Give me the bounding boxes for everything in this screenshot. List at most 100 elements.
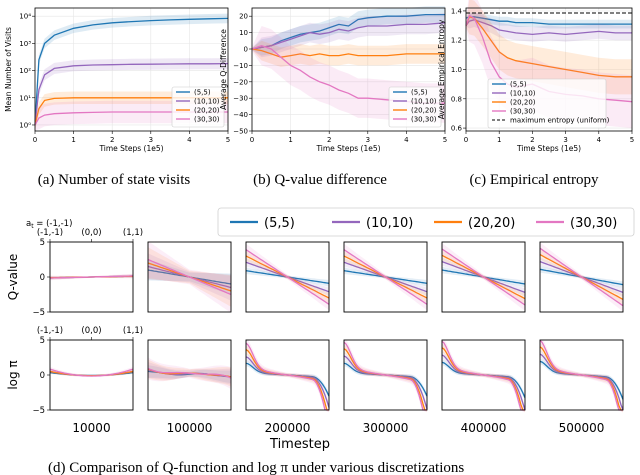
legend-label: (30,30) <box>570 216 617 231</box>
legend-label: (30,30) <box>194 116 220 124</box>
action-axis-value: = (-1,-1) <box>34 219 73 229</box>
x-tick-label: 4 <box>404 136 409 144</box>
cell-band <box>344 344 427 413</box>
cell-frame <box>147 339 232 411</box>
series-line-c-0 <box>465 16 632 25</box>
action-tick-label: (0,0) <box>81 326 101 336</box>
x-tick-label: 0 <box>250 136 254 144</box>
x-tick-label: 3 <box>149 136 153 144</box>
x-tick-label: 2 <box>110 136 114 144</box>
band-c-2 <box>466 0 632 95</box>
legend-box <box>487 78 607 129</box>
plot-b: −50 −40 −30 −20 −10 0 10 20 0 1 2 3 4 5 Time Steps (1e… <box>219 6 447 153</box>
y-tick-label: 5 <box>40 238 45 248</box>
action-axis-label: at = (-1,-1) <box>26 219 72 230</box>
caption-b: (b) Q-value difference <box>253 172 387 188</box>
legend-label: (10,10) <box>411 98 437 106</box>
plot-a: 10⁰ 10¹ 10² 10³ 10⁴ 0 1 2 3 4 5 Time Steps (1e5) Mea… <box>4 7 230 153</box>
cell-frame <box>539 339 624 411</box>
series-line-b-2 <box>251 48 445 58</box>
legend-label: (30,30) <box>510 108 536 116</box>
timestep-label-0: 10000 <box>72 421 110 435</box>
x-tick-label: 5 <box>630 136 634 144</box>
x-tick-label: 3 <box>563 136 567 144</box>
x-tick-label: 0 <box>33 136 37 144</box>
timestep-label-1: 100000 <box>167 421 213 435</box>
x-tick-label: 1 <box>288 136 292 144</box>
subplot-captions: (a) Number of state visits (b) Q-value d… <box>38 172 599 188</box>
cell-0-2 <box>245 241 330 313</box>
timestep-label-3: 300000 <box>363 421 409 435</box>
cell-0-1 <box>147 241 232 313</box>
cell-1-0 <box>49 339 134 411</box>
legend-label: (20,20) <box>468 216 515 231</box>
x-tick-label: 5 <box>226 136 230 144</box>
y-tick-label: −30 <box>233 95 248 103</box>
cell-line <box>343 249 428 305</box>
x-tick-label: 4 <box>597 136 602 144</box>
band-c-1 <box>466 12 632 42</box>
legend-a: (5,5)(10,10)(20,20)(30,30) <box>171 86 225 128</box>
cell-0-3 <box>343 241 428 313</box>
band-b-1 <box>252 12 445 58</box>
x-axis-label: Time Steps (1e5) <box>98 144 163 153</box>
cell-frame <box>343 339 428 411</box>
cell-line <box>539 339 623 411</box>
cell-1-5 <box>539 339 624 413</box>
legend-label: (5,5) <box>411 89 428 97</box>
y-tick-label: −10 <box>233 62 248 70</box>
series-line-b-0 <box>251 13 445 50</box>
series-line-a-1 <box>34 62 229 126</box>
grid-legend: (5,5) (10,10) (20,20) (30,30) <box>217 207 635 237</box>
x-tick-label: 1 <box>71 136 75 144</box>
legend-label: (30,30) <box>411 116 437 124</box>
x-tick-label: 0 <box>464 136 468 144</box>
cell-band <box>246 345 329 413</box>
x-tick-label: 4 <box>187 136 192 144</box>
y-tick-label: −5 <box>32 308 45 318</box>
series-line-c-2 <box>465 16 632 78</box>
cell-line <box>49 368 134 377</box>
axes-frame <box>34 7 229 132</box>
y-tick-label: 0 <box>244 46 248 54</box>
cell-line <box>147 367 232 379</box>
x-tick-label: 1 <box>497 136 501 144</box>
cell-frame <box>49 339 134 411</box>
y-axis-label: Average Q-Difference <box>219 29 228 110</box>
legend-label: (20,20) <box>510 99 536 107</box>
y-tick-label: 0 <box>40 371 45 381</box>
y-tick-label: 10⁴ <box>19 13 31 21</box>
top-plots: 10⁰ 10¹ 10² 10³ 10⁴ 0 1 2 3 4 5 Time Steps (1e5) Mea… <box>4 0 634 153</box>
cell-line <box>441 340 525 411</box>
cell-band <box>540 340 623 412</box>
action-tick-label: (1,1) <box>123 228 143 238</box>
y-tick-label: −20 <box>233 78 248 86</box>
legend-label: (5,5) <box>510 81 527 89</box>
cell-frame <box>441 339 526 411</box>
timestep-axis-label: Timestep <box>269 437 330 452</box>
action-axis-sub: t <box>31 223 34 230</box>
y-tick-label: 5 <box>40 336 45 346</box>
legend-label: (5,5) <box>194 89 211 97</box>
y-axis-label: Mean Number of Visits <box>4 27 13 112</box>
y-tick-label: 10⁰ <box>19 121 31 129</box>
band-a-1 <box>35 58 228 131</box>
cell-frame <box>539 241 624 313</box>
row-label-0: Q-value <box>6 254 20 301</box>
x-tick-label: 3 <box>366 136 370 144</box>
cell-band <box>540 342 623 413</box>
cell-line <box>441 248 526 306</box>
caption-d: (d) Comparison of Q-function and log π u… <box>48 460 464 475</box>
y-tick-label: 1.0 <box>451 66 462 74</box>
row-label-1: log π <box>6 360 20 389</box>
qvalue-logpi-grid: Q-value 5 0 −5 (-1,-1) (0,0) (1,1) at = (-1,-1)… <box>6 219 624 435</box>
plot-c: 0.6 0.8 1.0 1.2 1.4 0 1 2 3 4 5 Time Steps (1e5) Ave… <box>437 0 634 153</box>
legend-box <box>388 86 442 128</box>
series-line-b-1 <box>251 22 446 50</box>
legend-label: maximum entropy (uniform) <box>510 117 610 125</box>
axes-frame <box>251 7 446 132</box>
x-tick-label: 2 <box>530 136 534 144</box>
cell-1-2 <box>245 339 330 413</box>
y-tick-label: 10¹ <box>19 94 31 102</box>
